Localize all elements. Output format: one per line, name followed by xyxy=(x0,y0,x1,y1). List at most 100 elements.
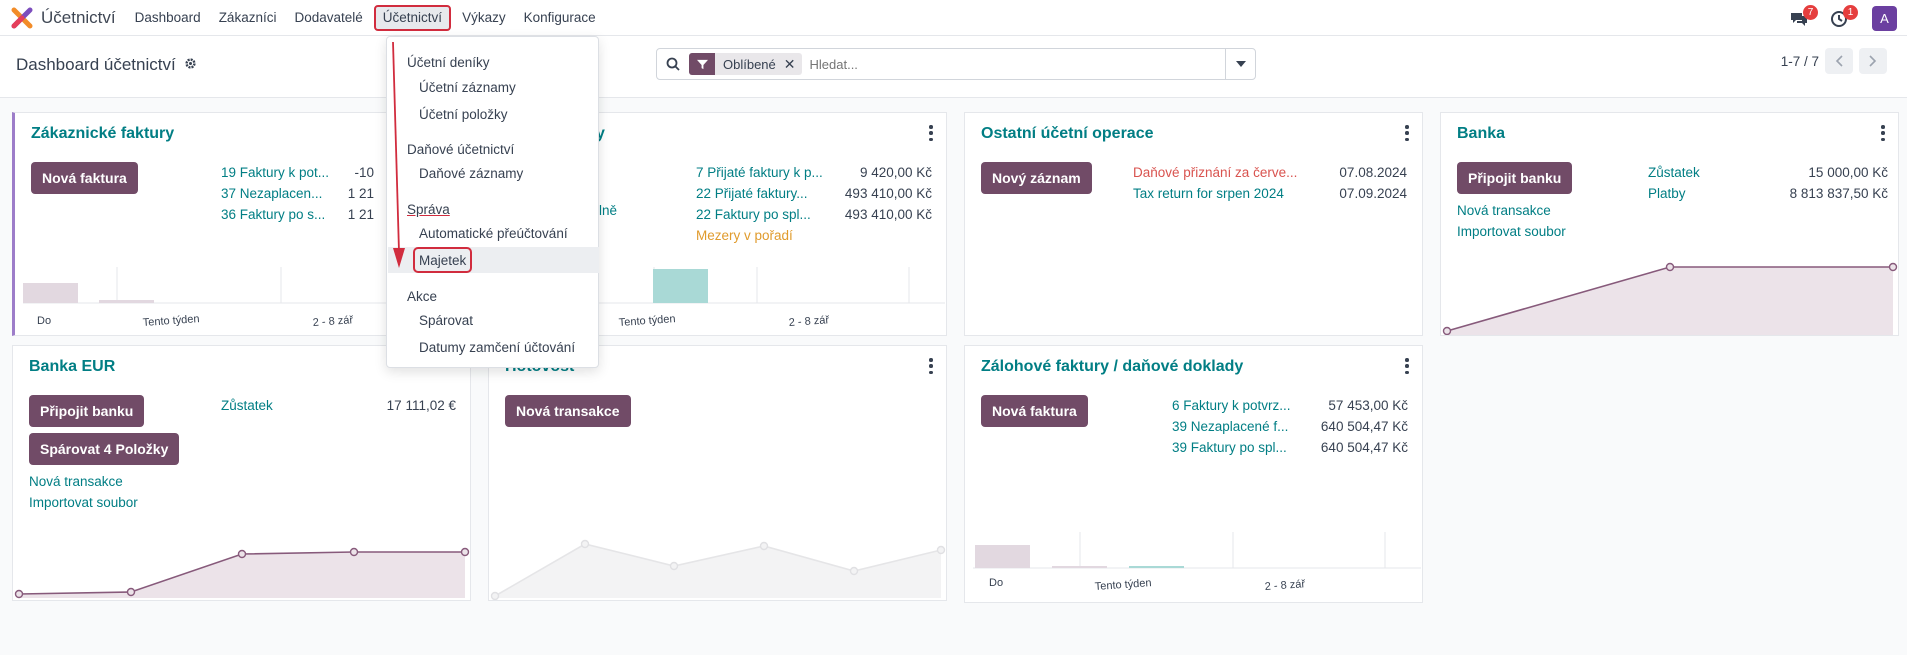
messages-icon[interactable]: 7 xyxy=(1786,4,1818,31)
partial-link[interactable]: lně xyxy=(599,203,618,218)
chart-line xyxy=(494,543,942,597)
kebab-menu-icon[interactable] xyxy=(1404,125,1410,141)
new-transaction-link[interactable]: Nová transakce xyxy=(1457,203,1551,218)
dropdown-item-journal-items[interactable]: Účetní položky xyxy=(419,107,508,122)
dropdown-section-header: Správa xyxy=(407,202,450,217)
axis-label: Tento týden xyxy=(618,313,676,329)
new-invoice-button[interactable]: Nová faktura xyxy=(31,162,138,194)
stat-row: 37 Nezaplacen... 1 21 xyxy=(221,186,374,201)
stat-link[interactable]: 7 Přijaté faktury k p... xyxy=(696,165,823,180)
chart-bar xyxy=(23,283,78,303)
card-title[interactable]: y xyxy=(596,125,605,142)
facet-remove-icon[interactable]: ✕ xyxy=(783,55,796,72)
stat-link[interactable]: Platby xyxy=(1648,186,1686,201)
connect-bank-button[interactable]: Připojit banku xyxy=(1457,162,1573,194)
systray: 7 1 A xyxy=(1786,4,1897,31)
search-input[interactable] xyxy=(809,56,1225,72)
stat-value: 15 000,00 Kč xyxy=(1808,165,1888,180)
stat-link[interactable]: 36 Faktury po s... xyxy=(221,207,326,222)
card-title[interactable]: Ostatní účetní operace xyxy=(981,125,1154,142)
import-file-link[interactable]: Importovat soubor xyxy=(29,495,138,510)
gear-icon[interactable] xyxy=(184,55,197,75)
chart-point xyxy=(1665,262,1675,272)
stat-value: 640 504,47 Kč xyxy=(1320,419,1408,434)
stat-link[interactable]: Zůstatek xyxy=(221,398,273,413)
pager-next-button[interactable] xyxy=(1859,48,1887,74)
dropdown-section-header: Akce xyxy=(407,289,438,304)
card-title[interactable]: Banka EUR xyxy=(29,358,116,375)
pager-value[interactable]: 1-7 / 7 xyxy=(1780,53,1819,69)
card-title[interactable]: Zákaznické faktury xyxy=(31,125,175,142)
activities-badge: 1 xyxy=(1843,4,1858,20)
new-entry-button[interactable]: Nový záznam xyxy=(981,162,1092,194)
stat-link[interactable]: 39 Faktury po spl... xyxy=(1172,440,1287,455)
dropdown-item-lock-dates[interactable]: Datumy zamčení účtování xyxy=(419,340,576,355)
card-title[interactable]: Zálohové faktury / daňové doklady xyxy=(981,358,1244,375)
journal-card-bank: Banka Připojit banku Zůstatek 15 000,00 … xyxy=(1440,112,1899,336)
stat-link[interactable]: 37 Nezaplacen... xyxy=(221,186,323,201)
user-avatar[interactable]: A xyxy=(1872,6,1897,31)
stat-value: 640 504,47 Kč xyxy=(1320,440,1408,455)
dropdown-item-journal-entries[interactable]: Účetní záznamy xyxy=(419,80,516,95)
stat-link[interactable]: 19 Faktury k pot... xyxy=(221,165,330,180)
filter-icon xyxy=(689,53,715,75)
stat-link[interactable]: 6 Faktury k potvrz... xyxy=(1172,398,1291,413)
journal-card-bank-eur: Banka EUR Připojit banku Spárovat 4 Polo… xyxy=(12,345,471,601)
chart-point xyxy=(237,549,247,559)
chart-area xyxy=(19,552,465,598)
dropdown-item-assets[interactable]: Majetek xyxy=(419,253,467,268)
stat-link[interactable]: 22 Faktury po spl... xyxy=(696,207,811,222)
stat-row: Tax return for srpen 2024 07.09.2024 xyxy=(1133,186,1407,201)
journal-card-cash: Hotovost Nová transakce xyxy=(488,345,947,601)
search-options-toggle[interactable] xyxy=(1225,49,1255,79)
new-transaction-button[interactable]: Nová transakce xyxy=(505,395,631,427)
kebab-menu-icon[interactable] xyxy=(928,358,934,374)
chart-point xyxy=(1442,326,1452,335)
kebab-menu-icon[interactable] xyxy=(1404,358,1410,374)
search-bar: Oblíbené ✕ xyxy=(656,48,1256,80)
stat-link[interactable]: 39 Nezaplacené f... xyxy=(1172,419,1289,434)
dropdown-item-automatic-transfers[interactable]: Automatické přeúčtování xyxy=(419,226,568,241)
kebab-menu-icon[interactable] xyxy=(1880,125,1886,141)
dropdown-section-header: Daňové účetnictví xyxy=(407,142,515,157)
pager-previous-button[interactable] xyxy=(1825,48,1853,74)
dropdown-item-reconcile[interactable]: Spárovat xyxy=(419,313,474,328)
search-icon[interactable] xyxy=(657,57,689,71)
stat-row: 39 Nezaplacené f... 640 504,47 Kč xyxy=(1172,419,1408,434)
stat-value: 9 420,00 Kč xyxy=(859,165,932,180)
new-invoice-button[interactable]: Nová faktura xyxy=(981,395,1088,427)
axis-label: 2 - 8 zář xyxy=(788,314,829,329)
import-file-link[interactable]: Importovat soubor xyxy=(1457,224,1566,239)
menu-dashboard[interactable]: Dashboard xyxy=(134,9,201,25)
card-title[interactable]: Banka xyxy=(1457,125,1506,142)
top-navbar: Účetnictví Dashboard Zákazníci Dodavatel… xyxy=(0,0,1907,36)
stat-value: 07.08.2024 xyxy=(1339,165,1407,180)
stat-link[interactable]: 22 Přijaté faktury... xyxy=(696,186,808,201)
new-transaction-link[interactable]: Nová transakce xyxy=(29,474,123,489)
menu-customers[interactable]: Zákazníci xyxy=(218,9,277,25)
connect-bank-button[interactable]: Připojit banku xyxy=(29,395,145,427)
menu-reports[interactable]: Výkazy xyxy=(462,9,506,25)
stat-value: -10 xyxy=(354,165,374,180)
stat-link[interactable]: Zůstatek xyxy=(1648,165,1700,180)
stat-value: 17 111,02 € xyxy=(386,398,456,413)
line-chart xyxy=(14,547,470,599)
axis-label: Tento týden xyxy=(1094,577,1152,593)
stat-link[interactable]: Daňové přiznání za červe... xyxy=(1133,165,1298,180)
activities-icon[interactable]: 1 xyxy=(1826,4,1858,31)
sequence-gaps-link[interactable]: Mezery v pořadí xyxy=(696,228,793,243)
app-brand[interactable]: Účetnictví xyxy=(11,7,116,29)
reconcile-items-button[interactable]: Spárovat 4 Položky xyxy=(29,433,180,465)
axis-label: Do xyxy=(37,315,51,327)
menu-accounting[interactable]: Účetnictví xyxy=(373,4,452,31)
chart-area xyxy=(495,544,941,598)
stat-link[interactable]: Tax return for srpen 2024 xyxy=(1133,186,1284,201)
chart-point xyxy=(849,566,859,576)
line-chart xyxy=(490,539,946,600)
menu-configuration[interactable]: Konfigurace xyxy=(523,9,596,25)
dropdown-item-tax-entries[interactable]: Daňové záznamy xyxy=(419,166,524,181)
chart-bar xyxy=(653,269,708,303)
kebab-menu-icon[interactable] xyxy=(928,125,934,141)
stat-row: 36 Faktury po s... 1 21 xyxy=(221,207,374,222)
menu-vendors[interactable]: Dodavatelé xyxy=(294,9,363,25)
